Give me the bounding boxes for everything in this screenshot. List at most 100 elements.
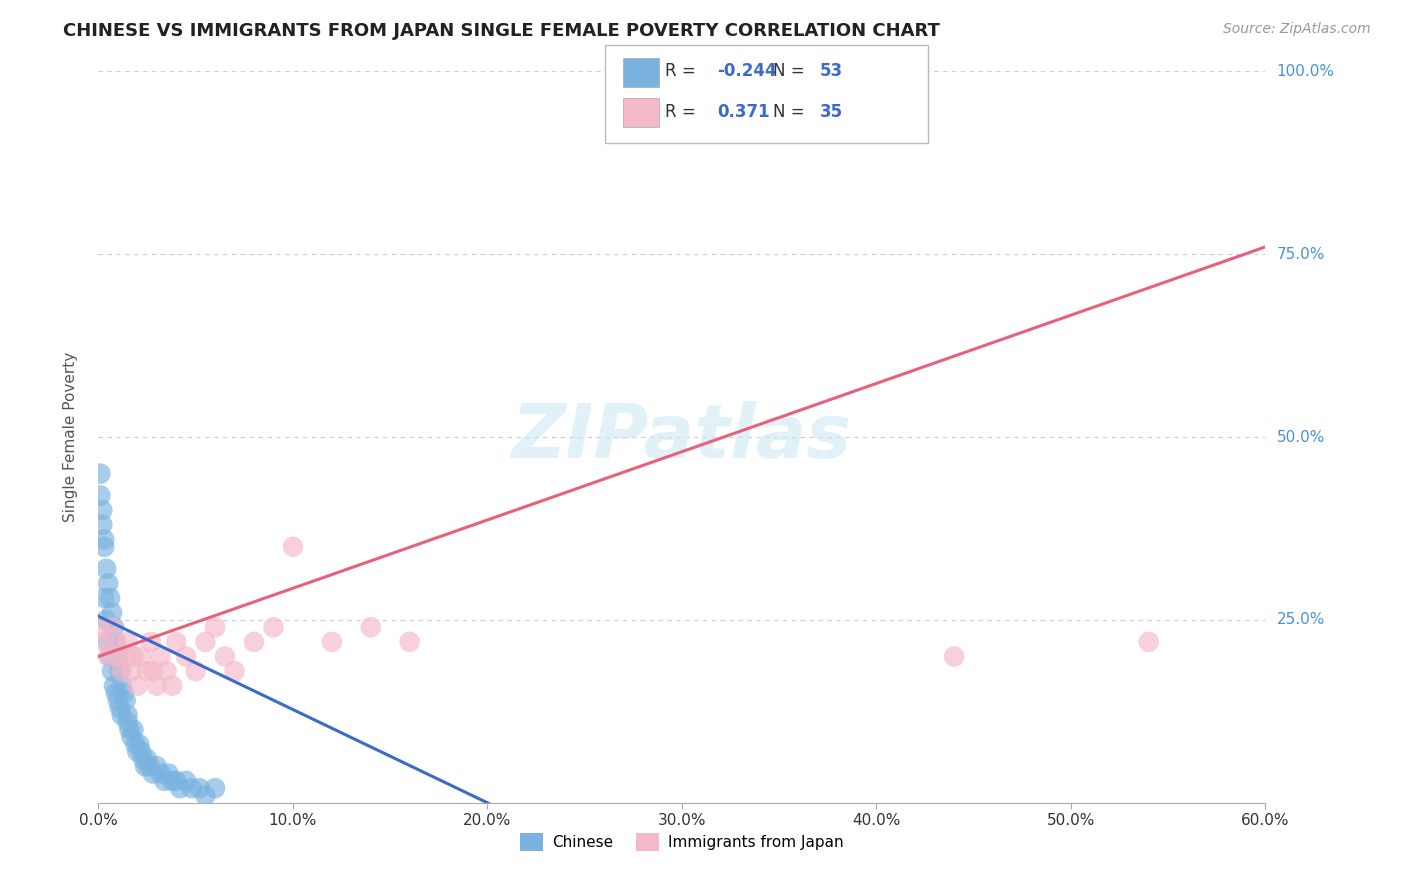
Point: [155, 664, 177, 678]
Point: [184, 664, 207, 678]
Point: [89, 489, 111, 503]
Point: [122, 723, 145, 737]
Y-axis label: Single Female Poverty: Single Female Poverty: [63, 352, 77, 522]
Point: [107, 693, 129, 707]
Point: [118, 723, 141, 737]
Point: [101, 620, 124, 634]
Point: [165, 773, 187, 788]
Point: [93, 635, 115, 649]
Point: [111, 679, 134, 693]
Point: [129, 649, 152, 664]
Point: [114, 693, 136, 707]
Text: R =: R =: [665, 62, 702, 80]
Point: [97, 635, 120, 649]
Point: [165, 635, 187, 649]
Point: [114, 649, 136, 664]
Point: [262, 620, 284, 634]
Point: [174, 649, 197, 664]
Point: [107, 649, 129, 664]
Text: 0.371: 0.371: [717, 103, 769, 120]
Point: [117, 635, 139, 649]
Point: [104, 686, 127, 700]
Point: [136, 664, 159, 678]
Point: [121, 730, 143, 744]
Point: [103, 620, 125, 634]
Point: [146, 759, 169, 773]
Text: 75.0%: 75.0%: [1277, 247, 1324, 261]
Point: [129, 745, 152, 759]
Point: [243, 635, 266, 649]
Text: CHINESE VS IMMIGRANTS FROM JAPAN SINGLE FEMALE POVERTY CORRELATION CHART: CHINESE VS IMMIGRANTS FROM JAPAN SINGLE …: [63, 22, 941, 40]
Point: [91, 517, 114, 532]
Text: N =: N =: [773, 103, 810, 120]
Point: [111, 664, 134, 678]
Point: [134, 759, 156, 773]
Point: [103, 679, 125, 693]
Point: [194, 635, 217, 649]
Point: [97, 576, 120, 591]
Point: [138, 759, 160, 773]
Point: [121, 664, 143, 678]
Point: [112, 686, 135, 700]
Point: [128, 737, 150, 751]
Point: [124, 737, 146, 751]
Point: [98, 649, 121, 664]
Point: [97, 649, 120, 664]
Point: [146, 679, 169, 693]
Point: [194, 789, 217, 803]
Point: [108, 700, 131, 714]
Point: [281, 540, 304, 554]
Point: [360, 620, 382, 634]
Point: [127, 745, 149, 759]
Text: 35: 35: [820, 103, 842, 120]
Point: [111, 708, 134, 723]
Point: [169, 781, 191, 796]
Point: [142, 766, 165, 780]
Point: [101, 606, 124, 620]
Text: R =: R =: [665, 103, 702, 120]
Point: [153, 773, 176, 788]
Point: [943, 649, 966, 664]
Text: N =: N =: [773, 62, 810, 80]
Point: [98, 591, 121, 605]
Point: [136, 752, 159, 766]
Point: [162, 679, 184, 693]
Point: [93, 533, 115, 547]
Point: [89, 620, 111, 634]
Point: [162, 773, 184, 788]
Point: [122, 649, 145, 664]
Point: [117, 715, 139, 730]
Text: Source: ZipAtlas.com: Source: ZipAtlas.com: [1223, 22, 1371, 37]
Text: -0.244: -0.244: [717, 62, 776, 80]
Point: [104, 635, 127, 649]
Point: [142, 664, 165, 678]
Point: [132, 752, 155, 766]
Point: [127, 679, 149, 693]
Point: [174, 773, 197, 788]
Point: [139, 635, 162, 649]
Point: [96, 562, 118, 576]
Point: [188, 781, 211, 796]
Legend: Chinese, Immigrants from Japan: Chinese, Immigrants from Japan: [513, 827, 851, 857]
Point: [204, 620, 226, 634]
Point: [180, 781, 202, 796]
Point: [398, 635, 420, 649]
Point: [149, 649, 172, 664]
Point: [93, 591, 115, 605]
Point: [104, 635, 127, 649]
Point: [107, 649, 129, 664]
Point: [157, 766, 180, 780]
Point: [89, 467, 111, 481]
Text: ZIPatlas: ZIPatlas: [512, 401, 852, 474]
Point: [108, 664, 131, 678]
Point: [91, 503, 114, 517]
Point: [321, 635, 343, 649]
Text: 53: 53: [820, 62, 842, 80]
Point: [93, 540, 115, 554]
Point: [101, 664, 124, 678]
Point: [149, 766, 172, 780]
Point: [96, 613, 118, 627]
Text: 25.0%: 25.0%: [1277, 613, 1324, 627]
Point: [204, 781, 226, 796]
Point: [1137, 635, 1160, 649]
